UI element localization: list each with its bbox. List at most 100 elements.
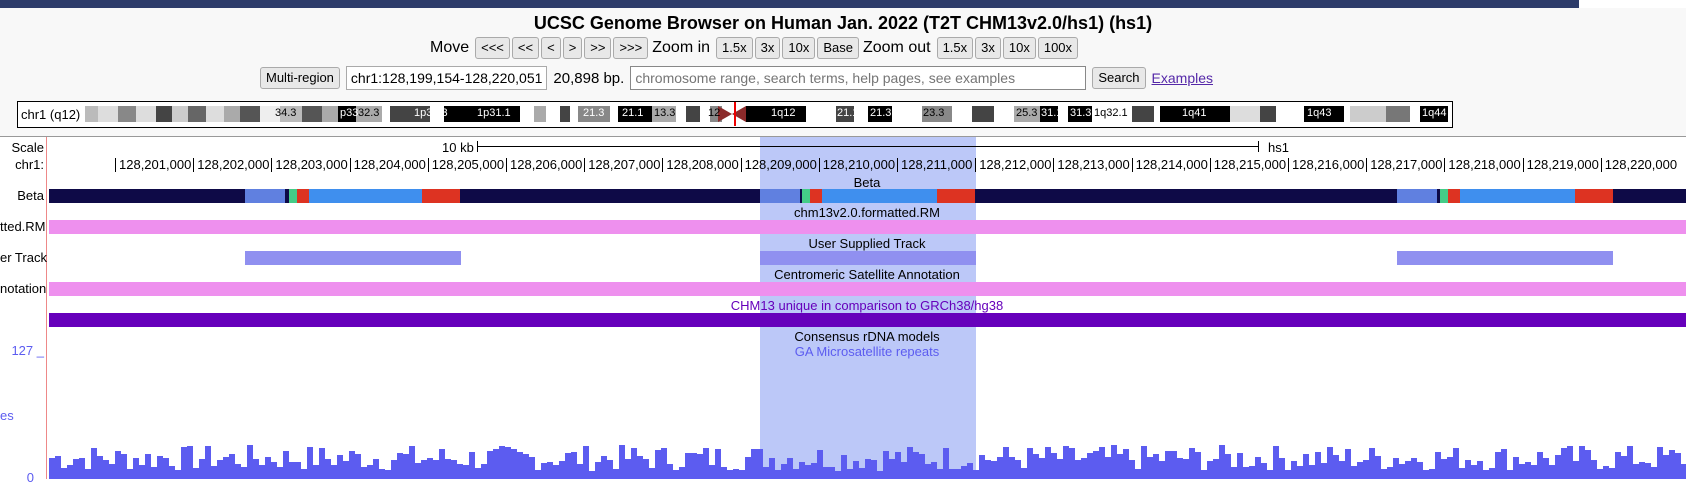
rm-track-bar[interactable] — [49, 220, 1686, 234]
zoom-out-10x-button[interactable]: 10x — [1002, 37, 1036, 59]
histogram-bar — [979, 455, 985, 479]
centromere-icon — [718, 106, 746, 122]
position-display[interactable]: chr1:128,199,154-128,220,051 — [345, 66, 548, 90]
histogram-bar — [889, 459, 895, 479]
zoom-base-button[interactable]: Base — [817, 37, 859, 59]
beta-feature[interactable] — [1575, 189, 1613, 203]
histogram-bar — [901, 462, 907, 479]
ideogram-band — [188, 106, 206, 122]
move-far-left-button[interactable]: <<< — [475, 37, 510, 59]
histogram-bar — [229, 454, 235, 479]
beta-feature[interactable] — [289, 189, 297, 203]
zoom-out-3x-button[interactable]: 3x — [975, 37, 1001, 59]
beta-feature[interactable] — [1448, 189, 1460, 203]
ideogram-band — [534, 106, 546, 122]
unique-track-bar[interactable] — [49, 313, 1686, 327]
histogram-bar — [1429, 469, 1435, 479]
chromosome-ideogram[interactable]: chr1 (q12) — [17, 101, 1453, 128]
histogram-bar — [517, 452, 523, 479]
ideogram-band — [1344, 106, 1350, 122]
ideogram-band — [302, 106, 322, 122]
examples-link[interactable]: Examples — [1151, 70, 1213, 86]
histogram-bar — [943, 448, 949, 479]
beta-feature[interactable] — [309, 189, 422, 203]
histogram-bar — [1105, 457, 1111, 479]
histogram-bar — [1159, 461, 1165, 479]
search-button[interactable]: Search — [1092, 67, 1146, 89]
histogram-bar — [211, 466, 217, 479]
beta-feature[interactable] — [802, 189, 810, 203]
histogram-bar — [223, 457, 229, 479]
beta-feature[interactable] — [422, 189, 460, 203]
tick-mark — [1288, 158, 1289, 172]
zoom-out-100x-button[interactable]: 100x — [1037, 37, 1079, 59]
histogram-bar — [847, 469, 853, 479]
zoom-out-1-5x-button[interactable]: 1.5x — [936, 37, 974, 59]
histogram-bar — [1249, 466, 1255, 479]
search-input[interactable] — [630, 66, 1087, 90]
beta-feature[interactable] — [245, 189, 285, 203]
histogram-bar — [1651, 467, 1657, 479]
histogram-bar — [373, 459, 379, 479]
user-track-feature[interactable] — [245, 251, 461, 265]
track-label-signal[interactable]: es — [0, 408, 14, 423]
beta-feature[interactable] — [1460, 189, 1575, 203]
move-step-right-button[interactable]: > — [562, 37, 583, 59]
histogram-bar — [583, 446, 589, 479]
censat-track-title: Centromeric Satellite Annotation — [774, 267, 960, 282]
beta-feature[interactable] — [760, 189, 800, 203]
beta-feature[interactable] — [297, 189, 309, 203]
histogram-bar — [667, 464, 673, 479]
tick-label: 128,217,000 — [1370, 157, 1443, 172]
histogram-bar — [1591, 460, 1597, 479]
histogram-bar — [589, 471, 595, 479]
histogram-bar — [1081, 458, 1087, 479]
zoom-in-1-5x-button[interactable]: 1.5x — [716, 37, 753, 59]
track-label-user[interactable]: er Track — [0, 250, 47, 265]
ideogram-band — [118, 106, 136, 122]
histogram-bar — [1543, 458, 1549, 479]
user-track-feature[interactable] — [1397, 251, 1613, 265]
scale-bar-end — [1258, 141, 1259, 152]
beta-feature[interactable] — [822, 189, 937, 203]
tick-mark — [115, 158, 116, 172]
beta-feature[interactable] — [1397, 189, 1437, 203]
histogram-bar — [1297, 466, 1303, 479]
tick-mark — [975, 158, 977, 172]
tick-label: 128,214,000 — [1135, 157, 1208, 172]
move-far-right-button[interactable]: >>> — [613, 37, 649, 59]
censat-track-bar[interactable] — [49, 282, 1686, 296]
zoom-in-3x-button[interactable]: 3x — [754, 37, 781, 59]
track-label-censat[interactable]: notation — [0, 281, 47, 296]
histogram-bar — [835, 471, 841, 479]
beta-feature[interactable] — [1440, 189, 1448, 203]
histogram-bar — [367, 465, 373, 479]
track-label-beta[interactable]: Beta — [17, 188, 44, 203]
histogram-bar — [1387, 467, 1393, 479]
move-step-left-button[interactable]: < — [541, 37, 561, 59]
beta-feature[interactable] — [937, 189, 975, 203]
histogram-bar — [457, 464, 463, 479]
histogram-bar — [1483, 470, 1489, 479]
beta-feature[interactable] — [810, 189, 822, 203]
move-left-button[interactable]: << — [511, 37, 540, 59]
tick-mark — [427, 158, 429, 172]
histogram-bar — [1567, 446, 1573, 479]
ideogram-band-label: 13.3 — [654, 107, 676, 119]
histogram-bar — [1279, 458, 1285, 479]
histogram-bar — [391, 460, 397, 479]
histogram-bar — [721, 467, 727, 479]
histogram-bar — [133, 458, 139, 479]
tick-mark — [349, 158, 351, 172]
zoom-in-10x-button[interactable]: 10x — [782, 37, 816, 59]
move-right-button[interactable]: >> — [584, 37, 612, 59]
histogram-bar — [1237, 453, 1243, 479]
track-label-rm[interactable]: tted.RM — [0, 219, 46, 234]
user-track-feature[interactable] — [760, 251, 976, 265]
histogram-bar — [985, 460, 991, 479]
histogram-bar — [1441, 459, 1447, 479]
unique-track-title: CHM13 unique in comparison to GRCh38/hg3… — [730, 298, 1004, 313]
multi-region-button[interactable]: Multi-region — [260, 67, 340, 89]
histogram-bar — [793, 469, 799, 479]
histogram-bar — [1531, 465, 1537, 479]
